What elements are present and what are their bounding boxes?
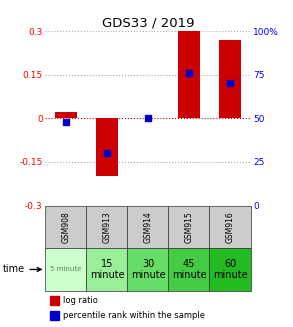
Text: GSM915: GSM915 (185, 211, 193, 243)
Text: 5 minute: 5 minute (50, 267, 82, 272)
Bar (209, 205, 251, 248)
Text: 60
minute: 60 minute (213, 259, 247, 280)
Text: percentile rank within the sample: percentile rank within the sample (63, 312, 205, 320)
Text: 15
minute: 15 minute (90, 259, 124, 280)
Bar (168, 205, 209, 248)
Text: GSM913: GSM913 (103, 211, 111, 243)
Bar (86, 205, 127, 248)
Bar (127, 248, 168, 291)
Text: 45
minute: 45 minute (172, 259, 206, 280)
Bar (127, 205, 168, 248)
Bar (86, 248, 127, 291)
Bar (219, 40, 241, 118)
Bar (178, 31, 200, 118)
Text: GSM916: GSM916 (226, 211, 234, 243)
Text: GSM914: GSM914 (144, 211, 152, 243)
Bar (45, 248, 86, 291)
Bar (50, 311, 59, 320)
Bar (96, 118, 118, 177)
Bar (50, 296, 59, 305)
Bar (54, 112, 77, 118)
Bar (45, 205, 86, 248)
Bar (209, 248, 251, 291)
Bar (168, 248, 209, 291)
Text: GSM908: GSM908 (62, 211, 70, 243)
Text: log ratio: log ratio (63, 296, 98, 305)
Text: 30
minute: 30 minute (131, 259, 165, 280)
Text: time: time (2, 265, 41, 274)
Title: GDS33 / 2019: GDS33 / 2019 (102, 17, 194, 30)
